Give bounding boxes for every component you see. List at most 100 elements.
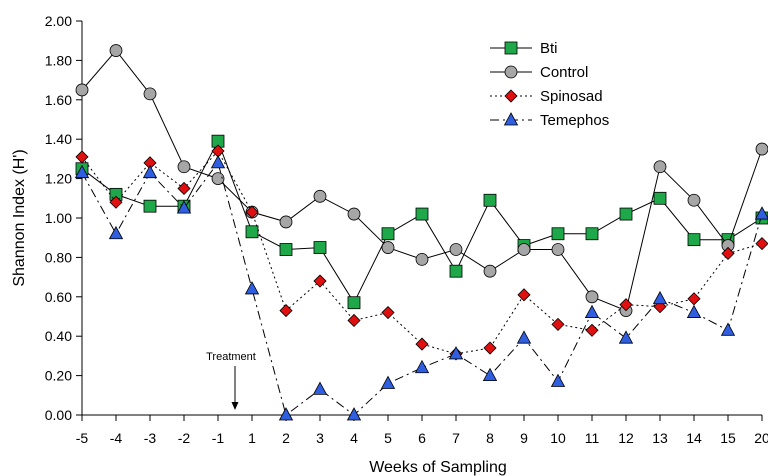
x-tick-label: 6 — [418, 430, 426, 446]
data-point-bti — [687, 233, 701, 247]
data-point-bti — [279, 243, 293, 256]
y-tick-label: 0.20 — [45, 368, 72, 384]
x-tick-label: -1 — [212, 430, 225, 446]
data-point-temephos — [618, 330, 634, 344]
treatment-arrowhead — [231, 402, 239, 410]
x-tick-label: 12 — [618, 430, 634, 446]
data-point-temephos — [210, 155, 226, 169]
x-tick-label: 3 — [316, 430, 324, 446]
series-line-temephos — [81, 161, 763, 416]
data-point-control — [143, 87, 157, 101]
data-point-control — [177, 160, 191, 174]
x-tick-label: 14 — [686, 430, 702, 446]
x-tick-label: -4 — [110, 430, 123, 446]
data-point-temephos — [380, 375, 396, 389]
data-point-temephos — [652, 290, 668, 305]
data-point-spinosad — [313, 274, 327, 288]
y-tick-label: 0.40 — [45, 328, 72, 344]
data-point-control — [75, 83, 89, 97]
data-point-temephos — [550, 373, 566, 387]
data-point-temephos — [74, 164, 90, 179]
data-point-temephos — [414, 359, 430, 374]
y-tick-label: 1.00 — [45, 210, 72, 226]
data-point-spinosad — [517, 288, 531, 302]
data-point-spinosad — [75, 150, 89, 164]
series-line-control — [81, 49, 763, 312]
x-tick-label: 9 — [520, 430, 528, 446]
data-point-bti — [585, 227, 599, 241]
series-layer — [74, 44, 768, 421]
data-point-control — [585, 290, 599, 304]
data-point-temephos — [278, 407, 294, 421]
data-point-control — [381, 241, 395, 254]
data-point-control — [211, 172, 225, 186]
data-point-spinosad — [721, 246, 735, 261]
data-point-bti — [143, 199, 157, 213]
data-point-control — [483, 264, 497, 278]
data-point-bti — [483, 193, 497, 207]
data-point-bti — [449, 264, 463, 278]
legend-label-spinosad: Spinosad — [540, 88, 603, 105]
data-point-spinosad — [279, 304, 293, 318]
data-point-control — [279, 215, 293, 229]
legend-marker-temephos — [503, 112, 519, 126]
data-point-spinosad — [619, 298, 633, 312]
data-point-control — [687, 193, 701, 207]
y-tick-label: 2.00 — [45, 13, 72, 29]
data-point-control — [109, 44, 123, 57]
y-axis-title: Shannon Index (H') — [11, 149, 28, 286]
x-tick-label: 1 — [248, 430, 256, 446]
data-point-control — [415, 252, 429, 266]
y-tick-label: 1.40 — [45, 131, 72, 147]
legend-marker-bti — [504, 41, 518, 55]
data-point-control — [755, 142, 768, 156]
x-tick-label: 13 — [652, 430, 668, 446]
y-tick-label: 0.00 — [45, 407, 72, 423]
data-point-bti — [551, 227, 565, 241]
data-point-bti — [619, 207, 633, 221]
x-tick-label: 20 — [754, 430, 768, 446]
y-tick-label: 0.80 — [45, 249, 72, 265]
data-point-temephos — [754, 206, 768, 220]
data-point-temephos — [346, 407, 362, 421]
series-temephos — [74, 155, 768, 421]
data-point-bti — [347, 296, 361, 310]
x-tick-label: 4 — [350, 430, 358, 446]
legend-marker-control — [504, 65, 518, 79]
legend-label-bti: Bti — [540, 40, 558, 57]
data-point-bti — [381, 227, 395, 241]
data-point-spinosad — [381, 305, 395, 320]
data-point-temephos — [448, 346, 464, 360]
x-axis-title: Weeks of Sampling — [369, 459, 507, 476]
data-point-temephos — [244, 281, 260, 295]
data-point-temephos — [720, 322, 736, 336]
data-point-temephos — [482, 367, 498, 382]
data-point-control — [347, 207, 361, 221]
data-point-control — [313, 189, 327, 203]
legend: Bti Control Spinosad Temephos — [490, 40, 609, 129]
x-tick-label: 10 — [550, 430, 566, 446]
series-spinosad — [75, 144, 768, 361]
x-tick-label: 8 — [486, 430, 494, 446]
axes: 0.00 0.20 0.40 0.60 0.80 1.00 1.20 1.40 1.60 1.80… — [45, 13, 768, 446]
y-tick-label: 0.60 — [45, 289, 72, 305]
x-tick-label: 7 — [452, 430, 460, 446]
data-point-control — [653, 160, 667, 174]
data-point-temephos — [108, 225, 124, 240]
series-bti — [75, 134, 768, 310]
y-tick-label: 1.80 — [45, 52, 72, 68]
data-point-spinosad — [687, 292, 701, 306]
data-point-spinosad — [245, 205, 259, 219]
data-point-bti — [653, 191, 667, 205]
y-tick-label: 1.60 — [45, 92, 72, 108]
y-tick-label: 1.20 — [45, 171, 72, 187]
data-point-control — [449, 243, 463, 256]
data-point-spinosad — [585, 323, 599, 337]
treatment-annotation: Treatment — [206, 351, 256, 363]
legend-label-temephos: Temephos — [540, 112, 609, 129]
legend-marker-spinosad — [504, 89, 518, 103]
data-point-spinosad — [109, 195, 123, 209]
x-tick-label: -2 — [178, 430, 191, 446]
series-line-spinosad — [81, 150, 763, 355]
